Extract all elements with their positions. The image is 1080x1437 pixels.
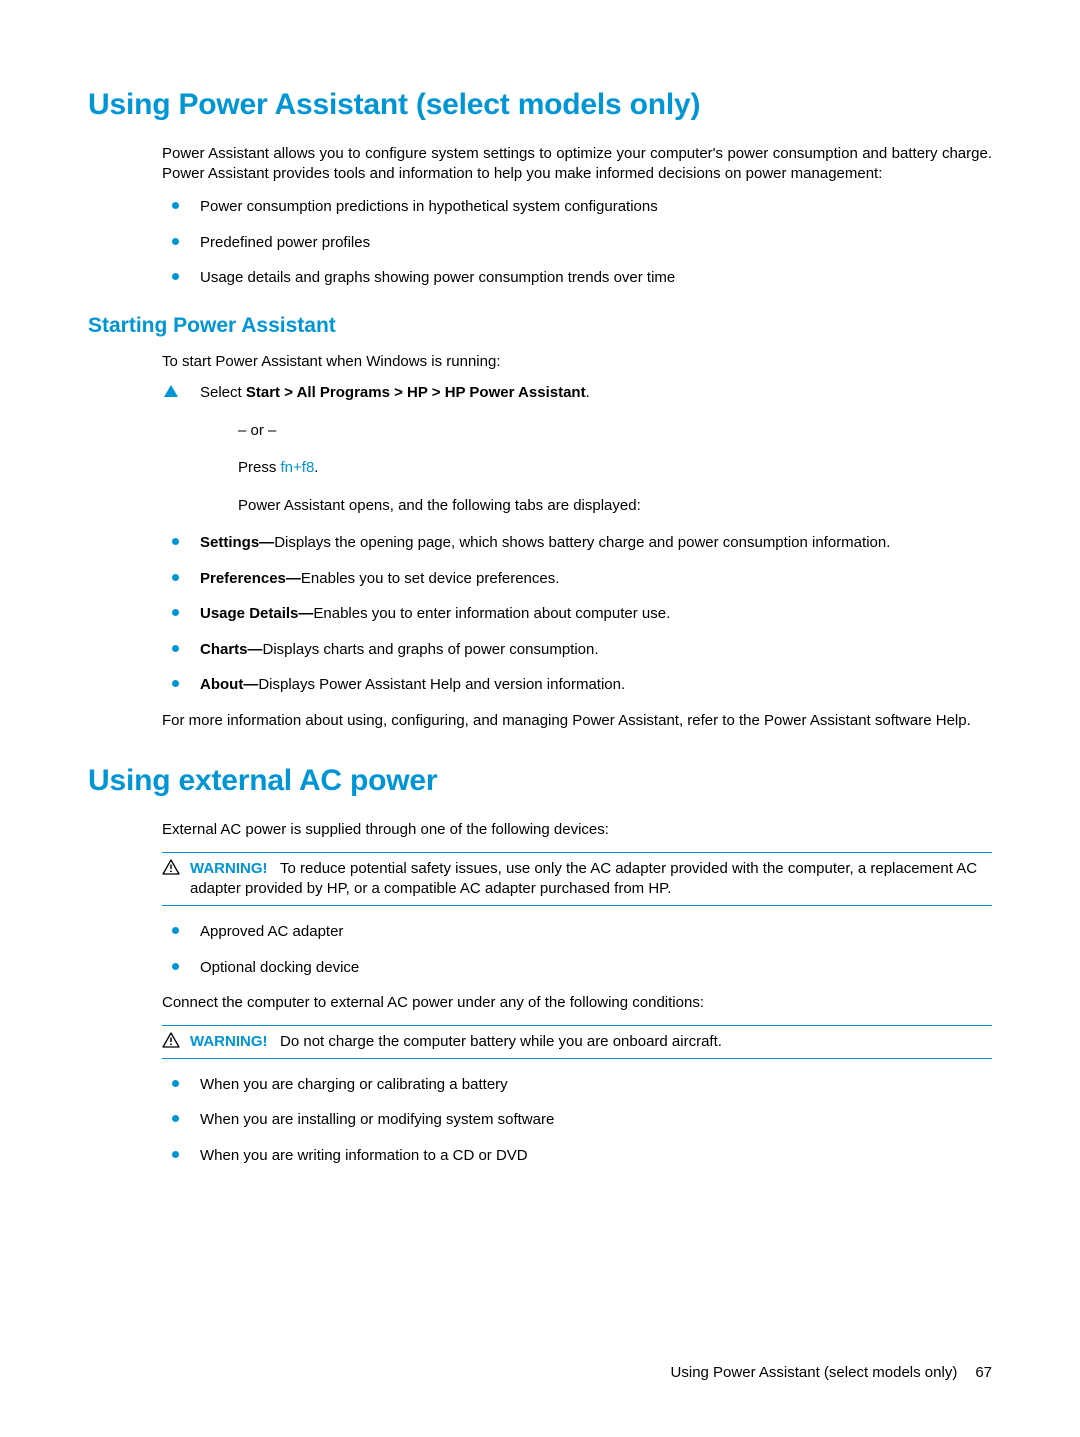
list-item: Preferences—Enables you to set device pr… xyxy=(162,569,992,589)
list-item: When you are writing information to a CD… xyxy=(162,1146,992,1166)
or-separator: – or – xyxy=(238,421,992,441)
list-item: Predefined power profiles xyxy=(162,233,992,253)
more-info: For more information about using, config… xyxy=(162,711,992,731)
warning-text: Do not charge the computer battery while… xyxy=(280,1033,722,1050)
heading-power-assistant: Using Power Assistant (select models onl… xyxy=(88,88,992,122)
tab-desc: Displays the opening page, which shows b… xyxy=(274,534,890,551)
press-suffix: . xyxy=(314,459,318,476)
step-suffix: . xyxy=(586,384,590,401)
list-item: Charts—Displays charts and graphs of pow… xyxy=(162,640,992,660)
heading-external-ac: Using external AC power xyxy=(88,764,992,798)
footer-text: Using Power Assistant (select models onl… xyxy=(671,1364,958,1381)
warning-label: WARNING! xyxy=(190,1033,268,1050)
tab-name: About— xyxy=(200,676,258,693)
tab-desc: Enables you to set device preferences. xyxy=(301,570,560,587)
tab-name: Preferences— xyxy=(200,570,301,587)
tab-name: Usage Details— xyxy=(200,605,313,622)
page-number: 67 xyxy=(975,1364,992,1381)
press-prefix: Press xyxy=(238,459,281,476)
list-item: Usage Details—Enables you to enter infor… xyxy=(162,604,992,624)
tab-name: Charts— xyxy=(200,641,263,658)
tab-name: Settings— xyxy=(200,534,274,551)
hotkey-link: fn+f8 xyxy=(281,459,315,476)
step-prefix: Select xyxy=(200,384,246,401)
section2: Using external AC power External AC powe… xyxy=(88,764,992,1165)
conditions-list: When you are charging or calibrating a b… xyxy=(162,1075,992,1166)
list-item: Approved AC adapter xyxy=(162,922,992,942)
warning-icon xyxy=(162,859,180,875)
warning-icon xyxy=(162,1032,180,1048)
list-item: Optional docking device xyxy=(162,958,992,978)
triangle-icon xyxy=(164,385,178,397)
warning-callout: WARNING! Do not charge the computer batt… xyxy=(162,1025,992,1059)
step-item: Select Start > All Programs > HP > HP Po… xyxy=(162,383,992,515)
tab-desc: Displays Power Assistant Help and versio… xyxy=(258,676,625,693)
connect-text: Connect the computer to external AC powe… xyxy=(162,993,992,1013)
list-item: When you are charging or calibrating a b… xyxy=(162,1075,992,1095)
section2-body: External AC power is supplied through on… xyxy=(162,820,992,1165)
list-item: Power consumption predictions in hypothe… xyxy=(162,197,992,217)
step-nested: – or – Press fn+f8. Power Assistant open… xyxy=(238,421,992,516)
list-item: Settings—Displays the opening page, whic… xyxy=(162,533,992,553)
press-line: Press fn+f8. xyxy=(238,458,992,478)
section1-body: Power Assistant allows you to configure … xyxy=(162,144,992,288)
list-item: When you are installing or modifying sys… xyxy=(162,1110,992,1130)
subsection-body: To start Power Assistant when Windows is… xyxy=(162,352,992,731)
page-content: Using Power Assistant (select models onl… xyxy=(88,88,992,1181)
section1-bullets: Power consumption predictions in hypothe… xyxy=(162,197,992,288)
heading-starting-power-assistant: Starting Power Assistant xyxy=(88,314,992,338)
after-text: Power Assistant opens, and the following… xyxy=(238,496,992,516)
warning-label: WARNING! xyxy=(190,860,268,877)
section1-intro: Power Assistant allows you to configure … xyxy=(162,144,992,183)
list-item: Usage details and graphs showing power c… xyxy=(162,268,992,288)
warning-callout: WARNING! To reduce potential safety issu… xyxy=(162,852,992,907)
tab-desc: Displays charts and graphs of power cons… xyxy=(263,641,599,658)
section2-intro: External AC power is supplied through on… xyxy=(162,820,992,840)
list-item: About—Displays Power Assistant Help and … xyxy=(162,675,992,695)
warning-text: To reduce potential safety issues, use o… xyxy=(190,860,977,897)
step-path: Start > All Programs > HP > HP Power Ass… xyxy=(246,384,586,401)
page-footer: Using Power Assistant (select models onl… xyxy=(88,1364,992,1381)
tabs-list: Settings—Displays the opening page, whic… xyxy=(162,533,992,695)
sub-intro: To start Power Assistant when Windows is… xyxy=(162,352,992,372)
step-text: Select Start > All Programs > HP > HP Po… xyxy=(200,383,992,403)
ac-devices-list: Approved AC adapter Optional docking dev… xyxy=(162,922,992,977)
tab-desc: Enables you to enter information about c… xyxy=(313,605,670,622)
